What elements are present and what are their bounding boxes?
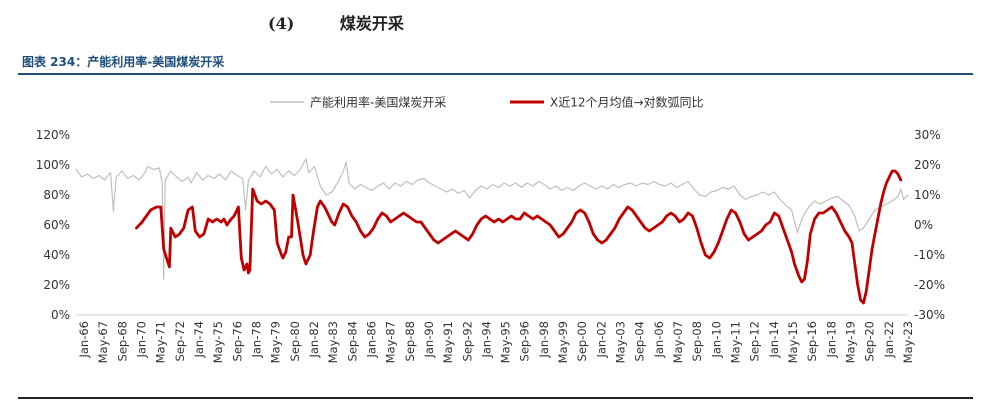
y-left-tick-label: 40% — [43, 248, 70, 262]
series-line-utilization — [75, 158, 909, 280]
figure-bottom-rule — [18, 397, 973, 399]
y-right-tick-label: -30% — [914, 308, 945, 322]
x-tick-label: Sep-04 — [633, 321, 647, 361]
figure-title-rule — [18, 73, 973, 75]
y-left-tick-label: 80% — [43, 188, 70, 202]
x-tick-label: Jan-86 — [364, 321, 378, 359]
x-tick-label: Jan-22 — [882, 321, 896, 359]
x-tick-label: May-79 — [269, 321, 283, 363]
x-tick-label: Sep-72 — [173, 321, 187, 361]
series-line-yoy — [135, 169, 903, 305]
x-tick-label: Sep-08 — [690, 321, 704, 361]
x-tick-label: May-11 — [729, 321, 743, 363]
y-right-tick-label: 20% — [914, 158, 941, 172]
x-tick-label: Sep-16 — [805, 321, 819, 361]
x-tick-label: Jan-14 — [767, 321, 781, 359]
x-tick-label: Jan-02 — [594, 321, 608, 359]
y-left-tick-label: 100% — [36, 158, 70, 172]
x-tick-label: May-07 — [671, 321, 685, 363]
legend-label: X近12个月均值→对数弧同比 — [550, 95, 704, 110]
x-tick-label: Sep-80 — [288, 321, 302, 361]
x-tick-label: Jan-06 — [652, 321, 666, 359]
section-heading: (4) 煤炭开采 — [268, 10, 404, 34]
y-right-tick-label: -20% — [914, 278, 945, 292]
x-tick-label: May-99 — [556, 321, 570, 363]
x-tick-label: Sep-20 — [863, 321, 877, 361]
x-tick-label: May-03 — [614, 321, 628, 363]
x-tick-label: Jan-82 — [307, 321, 321, 359]
y-right-tick-label: 0% — [914, 218, 933, 232]
x-tick-label: Sep-76 — [230, 321, 244, 361]
x-tick-label: May-23 — [901, 321, 915, 363]
x-tick-label: Jan-78 — [249, 321, 263, 359]
x-tick-label: Jan-98 — [537, 321, 551, 359]
x-tick-label: Sep-92 — [460, 321, 474, 361]
figure-title: 图表 234：产能利用率-美国煤炭开采 — [22, 55, 225, 69]
y-left-tick-label: 20% — [43, 278, 70, 292]
x-tick-label: Sep-12 — [748, 321, 762, 361]
x-tick-label: Jan-66 — [77, 321, 91, 359]
x-tick-label: May-87 — [384, 321, 398, 363]
x-tick-label: Sep-96 — [518, 321, 532, 361]
x-tick-label: Sep-84 — [345, 321, 359, 361]
x-tick-label: May-95 — [499, 321, 513, 363]
x-tick-label: Sep-68 — [115, 321, 129, 361]
x-tick-label: Jan-94 — [479, 321, 493, 359]
x-tick-label: May-83 — [326, 321, 340, 363]
x-tick-label: May-91 — [441, 321, 455, 363]
y-left-tick-label: 0% — [51, 308, 70, 322]
y-right-tick-label: 30% — [914, 128, 941, 142]
legend-label: 产能利用率-美国煤炭开采 — [310, 95, 446, 110]
x-tick-label: May-67 — [96, 321, 110, 363]
x-tick-label: May-19 — [844, 321, 858, 363]
y-left-tick-label: 60% — [43, 218, 70, 232]
x-tick-label: May-15 — [786, 321, 800, 363]
x-tick-label: May-71 — [154, 321, 168, 363]
x-tick-label: Jan-10 — [709, 321, 723, 359]
x-tick-label: Jan-90 — [422, 321, 436, 359]
x-tick-label: Sep-88 — [403, 321, 417, 361]
x-tick-label: Jan-74 — [192, 321, 206, 359]
x-tick-label: Jan-70 — [134, 321, 148, 359]
section-title: 煤炭开采 — [339, 14, 404, 33]
y-right-tick-label: -10% — [914, 248, 945, 262]
x-tick-label: May-75 — [211, 321, 225, 363]
y-right-tick-label: 10% — [914, 188, 941, 202]
section-number: (4) — [268, 14, 295, 33]
y-left-tick-label: 120% — [36, 128, 70, 142]
x-tick-label: Sep-00 — [575, 321, 589, 361]
x-tick-label: Jan-18 — [824, 321, 838, 359]
